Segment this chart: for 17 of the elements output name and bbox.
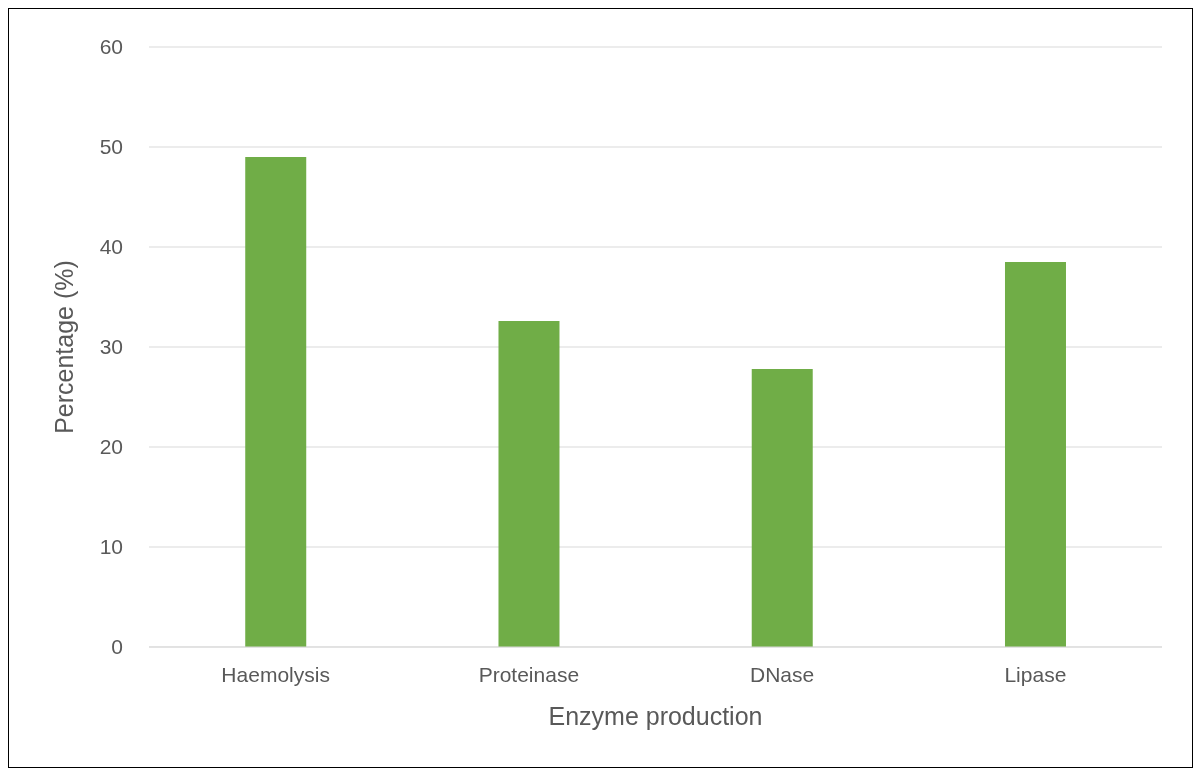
bar <box>751 369 813 647</box>
x-axis-title: Enzyme production <box>548 702 763 730</box>
y-axis-title: Percentage (%) <box>49 260 78 434</box>
x-tick-label: Proteinase <box>478 662 580 686</box>
y-tick-label: 30 <box>99 335 123 359</box>
bar <box>498 321 560 647</box>
x-tick-label: Lipase <box>1004 662 1067 686</box>
y-tick-label: 10 <box>99 535 123 559</box>
y-tick-label: 20 <box>99 435 123 459</box>
x-tick-label: DNase <box>750 662 815 686</box>
y-tick-label: 60 <box>99 35 123 59</box>
y-tick-label: 50 <box>99 135 123 159</box>
y-tick-label: 0 <box>111 635 123 659</box>
bar <box>245 157 307 647</box>
bar <box>1004 262 1066 647</box>
y-tick-label: 40 <box>99 235 123 259</box>
x-tick-label: Haemolysis <box>221 662 330 686</box>
